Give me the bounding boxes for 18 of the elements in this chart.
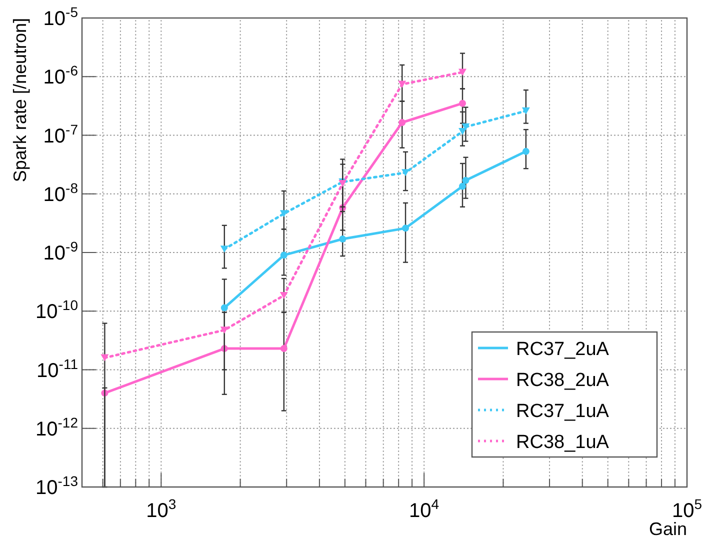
legend-label: RC37_2uA <box>516 339 610 360</box>
y-tick-label: 10$^{-8}$ <box>43 180 78 206</box>
y-axis-title: Spark rate [/neutron] <box>10 18 30 182</box>
y-tick-label: 10$^{-7}$ <box>43 121 78 148</box>
y-tick-label: 10$^{-5}$ <box>43 4 78 30</box>
x-tick-label: 10$^{5}$ <box>672 496 702 522</box>
x-tick-label: 10$^{3}$ <box>146 496 176 522</box>
legend-label: RC38_1uA <box>516 432 610 453</box>
y-tick-label: 10$^{-11}$ <box>36 356 78 382</box>
y-tick-label: 10$^{-13}$ <box>36 473 78 499</box>
y-tick-label: 10$^{-12}$ <box>36 414 78 440</box>
legend-label: RC38_2uA <box>516 370 610 391</box>
legend-label: RC37_1uA <box>516 401 610 422</box>
x-axis-title: Gain <box>648 519 687 539</box>
y-tick-label: 10$^{-10}$ <box>36 297 78 324</box>
x-tick-label: 10$^{4}$ <box>409 496 440 522</box>
y-tick-label: 10$^{-9}$ <box>43 238 78 264</box>
y-tick-label: 10$^{-6}$ <box>43 62 78 89</box>
